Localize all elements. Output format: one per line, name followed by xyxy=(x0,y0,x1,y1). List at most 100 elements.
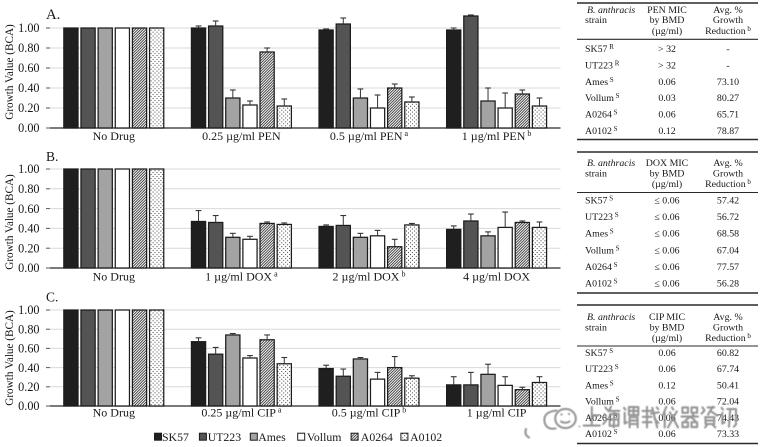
svg-text:60.82: 60.82 xyxy=(717,348,739,359)
svg-text:B. anthracis: B. anthracis xyxy=(587,5,635,16)
svg-text:0.12: 0.12 xyxy=(658,380,675,391)
svg-text:UT223 S: UT223 S xyxy=(585,363,619,375)
svg-text:0.06: 0.06 xyxy=(658,413,675,424)
svg-text:4 µg/ml DOX: 4 µg/ml DOX xyxy=(463,270,530,284)
svg-text:0.40: 0.40 xyxy=(18,81,39,95)
svg-text:73.33: 73.33 xyxy=(717,429,739,440)
svg-text:Avg. %: Avg. % xyxy=(713,312,742,323)
svg-text:0.80: 0.80 xyxy=(18,182,39,196)
svg-text:0.5 µg/ml CIP b: 0.5 µg/ml CIP b xyxy=(332,406,407,420)
svg-text:Reduction b: Reduction b xyxy=(705,178,751,190)
svg-text:1 µg/ml CIP: 1 µg/ml CIP xyxy=(467,406,527,420)
svg-text:1.00: 1.00 xyxy=(18,303,39,317)
svg-text:0.80: 0.80 xyxy=(18,322,39,336)
svg-text:Ames S: Ames S xyxy=(585,76,614,88)
svg-text:SK57 S: SK57 S xyxy=(585,195,613,207)
svg-text:Growth Value (BCA): Growth Value (BCA) xyxy=(4,310,16,406)
svg-text:PEN MIC: PEN MIC xyxy=(647,5,687,16)
svg-text:50.41: 50.41 xyxy=(717,380,739,391)
svg-text:67.74: 67.74 xyxy=(717,364,739,375)
svg-text:68.58: 68.58 xyxy=(717,229,739,240)
svg-text:Vollum S: Vollum S xyxy=(585,92,620,104)
svg-text:0.5 µg/ml PEN a: 0.5 µg/ml PEN a xyxy=(330,129,409,143)
svg-text:> 32: > 32 xyxy=(658,44,676,55)
svg-text:C.: C. xyxy=(46,290,58,305)
svg-text:A.: A. xyxy=(46,7,60,23)
svg-text:56.72: 56.72 xyxy=(717,212,739,223)
svg-text:0.25 µg/ml CIP a: 0.25 µg/ml CIP a xyxy=(201,406,282,420)
svg-text:by BMD: by BMD xyxy=(650,15,685,26)
svg-text:67.04: 67.04 xyxy=(717,245,739,256)
svg-text:DOX MIC: DOX MIC xyxy=(646,158,689,169)
svg-text:(µg/ml): (µg/ml) xyxy=(652,26,682,37)
svg-text:0.60: 0.60 xyxy=(18,202,39,216)
svg-text:Vollum: Vollum xyxy=(307,430,342,444)
svg-text:0.06: 0.06 xyxy=(658,110,675,121)
svg-text:Growth: Growth xyxy=(713,323,743,334)
svg-text:by BMD: by BMD xyxy=(650,323,685,334)
svg-text:by BMD: by BMD xyxy=(650,169,685,180)
svg-text:strain: strain xyxy=(585,15,607,26)
svg-text:UT223 R: UT223 R xyxy=(585,59,620,71)
svg-text:No Drug: No Drug xyxy=(93,270,135,284)
svg-text:Growth Value (BCA): Growth Value (BCA) xyxy=(4,174,16,270)
svg-text:0.60: 0.60 xyxy=(18,342,39,356)
svg-text:(µg/ml): (µg/ml) xyxy=(652,333,682,344)
svg-text:0.03: 0.03 xyxy=(658,93,675,104)
svg-text:SK57 S: SK57 S xyxy=(585,347,613,359)
svg-text:A0264 S: A0264 S xyxy=(585,109,618,121)
svg-text:≤ 0.06: ≤ 0.06 xyxy=(654,212,679,223)
svg-text:Ames: Ames xyxy=(258,430,286,444)
svg-text:(µg/ml): (µg/ml) xyxy=(652,179,682,190)
svg-text:Vollum S: Vollum S xyxy=(585,396,620,408)
svg-text:0.06: 0.06 xyxy=(658,429,675,440)
svg-text:UT223 S: UT223 S xyxy=(585,211,619,223)
svg-text:No Drug: No Drug xyxy=(93,129,135,143)
svg-text:Avg. %: Avg. % xyxy=(713,158,742,169)
svg-text:0.20: 0.20 xyxy=(18,101,39,115)
svg-text:Avg. %: Avg. % xyxy=(713,5,742,16)
svg-text:B. anthracis: B. anthracis xyxy=(587,312,635,323)
svg-text:A0102: A0102 xyxy=(410,430,442,444)
svg-text:57.42: 57.42 xyxy=(717,196,739,207)
svg-text:Reduction b: Reduction b xyxy=(705,25,751,37)
svg-text:A0102 S: A0102 S xyxy=(585,125,618,137)
svg-text:77.57: 77.57 xyxy=(717,262,739,273)
svg-text:0.12: 0.12 xyxy=(658,126,675,137)
svg-text:≤ 0.06: ≤ 0.06 xyxy=(654,196,679,207)
svg-text:1.00: 1.00 xyxy=(18,162,39,176)
svg-text:1 µg/ml PEN b: 1 µg/ml PEN b xyxy=(462,129,532,143)
svg-text:0.40: 0.40 xyxy=(18,222,39,236)
svg-text:A0102 S: A0102 S xyxy=(585,278,618,290)
svg-text:74.43: 74.43 xyxy=(717,413,739,424)
svg-text:≤ 0.06: ≤ 0.06 xyxy=(654,262,679,273)
svg-text:-: - xyxy=(726,60,729,71)
svg-text:0.20: 0.20 xyxy=(18,380,39,394)
svg-text:B.: B. xyxy=(46,149,58,164)
svg-text:0.20: 0.20 xyxy=(18,241,39,255)
svg-text:56.28: 56.28 xyxy=(717,279,739,290)
svg-text:0.06: 0.06 xyxy=(658,348,675,359)
svg-text:strain: strain xyxy=(585,169,607,180)
svg-text:A0102 S: A0102 S xyxy=(585,428,618,440)
svg-text:Vollum S: Vollum S xyxy=(585,244,620,256)
svg-text:78.87: 78.87 xyxy=(717,126,739,137)
svg-text:0.80: 0.80 xyxy=(18,41,39,55)
svg-text:65.71: 65.71 xyxy=(717,110,739,121)
svg-text:0.06: 0.06 xyxy=(658,364,675,375)
svg-text:-: - xyxy=(726,44,729,55)
svg-text:CIP MIC: CIP MIC xyxy=(649,312,686,323)
svg-text:0.60: 0.60 xyxy=(18,61,39,75)
svg-text:0.00: 0.00 xyxy=(18,121,39,135)
svg-text:1 µg/ml DOX a: 1 µg/ml DOX a xyxy=(205,270,278,284)
svg-text:0.00: 0.00 xyxy=(18,261,39,275)
svg-text:Ames S: Ames S xyxy=(585,228,614,240)
svg-text:80.27: 80.27 xyxy=(717,93,739,104)
svg-text:≤ 0.06: ≤ 0.06 xyxy=(654,245,679,256)
svg-text:≤ 0.06: ≤ 0.06 xyxy=(654,229,679,240)
svg-text:UT223: UT223 xyxy=(208,430,242,444)
svg-text:SK57: SK57 xyxy=(162,430,189,444)
svg-text:0.25 µg/ml PEN: 0.25 µg/ml PEN xyxy=(202,129,281,143)
svg-text:0.06: 0.06 xyxy=(658,77,675,88)
svg-text:Growth: Growth xyxy=(713,15,743,26)
